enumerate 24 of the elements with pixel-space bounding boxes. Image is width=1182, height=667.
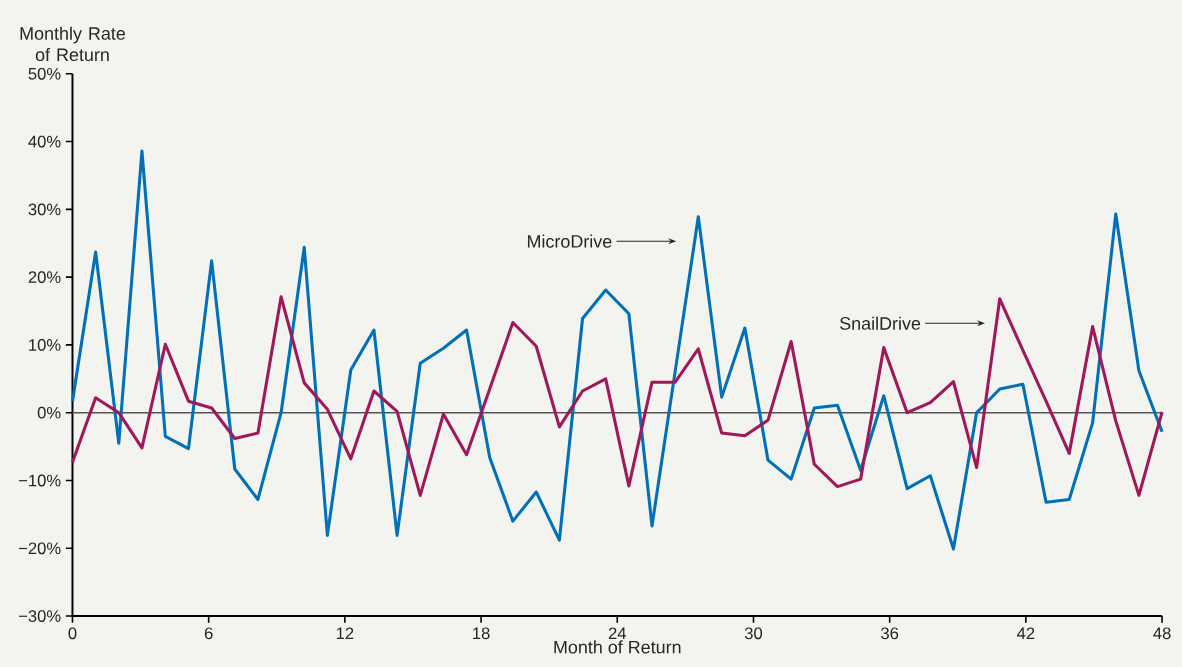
y-tick-label: −20% xyxy=(19,542,61,555)
y-tick-label: −10% xyxy=(19,474,61,487)
x-tick-label: 36 xyxy=(881,627,899,640)
y-tick-label: 10% xyxy=(29,339,61,351)
x-axis-title: Month of Return xyxy=(554,640,681,654)
y-tick-label: 0% xyxy=(37,406,61,419)
y-tick-label: −30% xyxy=(19,610,61,622)
y-axis-title: Monthly Rate of Return xyxy=(20,26,126,62)
x-tick-label: 12 xyxy=(336,627,354,640)
x-tick-label: 18 xyxy=(473,627,490,640)
x-tick-label: 42 xyxy=(1017,627,1035,640)
x-tick-label: 24 xyxy=(608,627,627,640)
x-tick-label: 48 xyxy=(1153,627,1171,640)
series-label: SnailDrive xyxy=(839,316,921,330)
y-tick-label: 20% xyxy=(28,271,61,284)
y-tick-label: 40% xyxy=(28,135,61,148)
text: MicroDrive xyxy=(527,234,612,248)
line-series xyxy=(70,149,1164,551)
x-tick-label: 30 xyxy=(744,627,763,640)
x-tick-label: 6 xyxy=(204,627,213,640)
y-tick-label: 50% xyxy=(28,67,61,80)
y-tick-label: 30% xyxy=(28,203,61,216)
x-tick-label: 0 xyxy=(68,627,77,640)
line-series xyxy=(70,295,1164,497)
